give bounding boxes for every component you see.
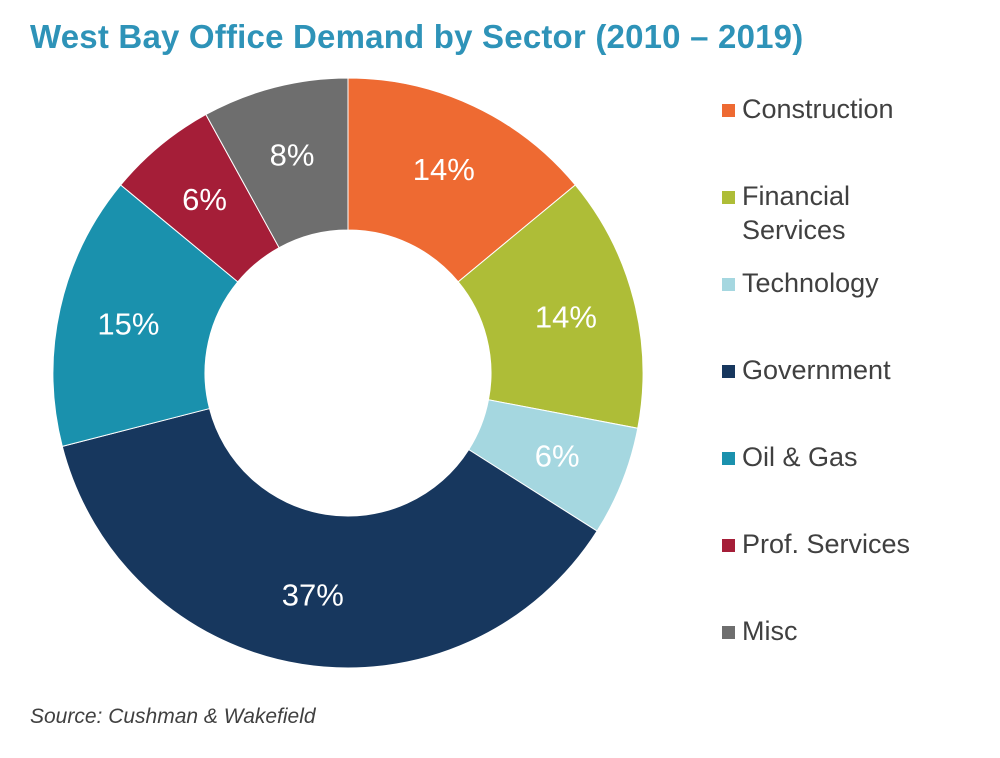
legend-label: Oil & Gas <box>742 442 858 472</box>
legend-label: Government <box>742 355 891 385</box>
legend-item-prof-services: Prof. Services <box>722 527 982 561</box>
legend-item-government: Government <box>722 353 982 387</box>
source-note: Source: Cushman & Wakefield <box>30 705 316 728</box>
legend-item-misc: Misc <box>722 614 982 648</box>
legend-label: Technology <box>742 268 879 298</box>
legend-label: Financial Services <box>742 181 851 245</box>
legend-swatch <box>722 452 735 465</box>
legend-item-technology: Technology <box>722 266 982 300</box>
slice-label-oil-and-gas: 15% <box>97 306 159 341</box>
chart-title: West Bay Office Demand by Sector (2010 –… <box>30 18 804 55</box>
legend-swatch <box>722 278 735 291</box>
slice-label-financial-services: 14% <box>535 300 597 335</box>
slice-financial-services <box>457 184 644 429</box>
slice-government <box>61 407 598 669</box>
legend-swatch <box>722 191 735 204</box>
slice-oil-and-gas <box>52 184 239 447</box>
legend-swatch <box>722 539 735 552</box>
slice-label-technology: 6% <box>535 438 580 473</box>
slice-label-construction: 14% <box>413 152 475 187</box>
legend-label: Misc <box>742 616 798 646</box>
slice-construction <box>347 77 577 283</box>
legend-item-oil-and-gas: Oil & Gas <box>722 440 982 474</box>
legend-label: Construction <box>742 94 894 124</box>
slice-misc <box>205 77 349 249</box>
legend-swatch <box>722 626 735 639</box>
legend-swatch <box>722 365 735 378</box>
legend-item-financial-services: Financial Services <box>722 179 872 247</box>
legend-label: Prof. Services <box>742 529 911 559</box>
slice-label-prof-services: 6% <box>182 182 227 217</box>
slice-label-government: 37% <box>282 578 344 613</box>
donut-chart: 14% 14% 6% 37% 15% 6% 8% <box>52 77 644 669</box>
legend-item-construction: Construction <box>722 92 982 126</box>
slice-label-misc: 8% <box>270 138 315 173</box>
legend-swatch <box>722 104 735 117</box>
